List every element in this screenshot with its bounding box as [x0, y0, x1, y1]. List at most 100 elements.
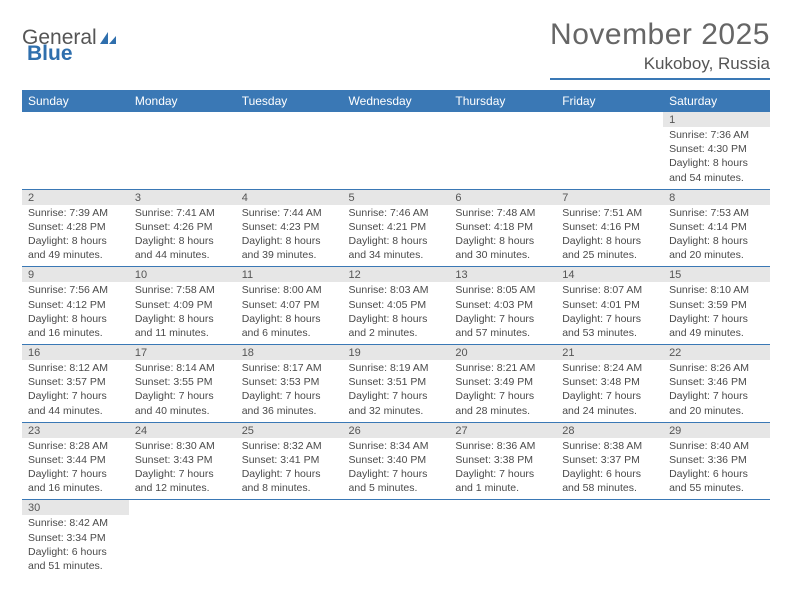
day-details: Sunrise: 8:17 AMSunset: 3:53 PMDaylight:… — [236, 360, 343, 422]
day-details: Sunrise: 8:42 AMSunset: 3:34 PMDaylight:… — [22, 515, 129, 577]
sunrise-text: Sunrise: 8:00 AM — [242, 283, 337, 297]
calendar-day-cell: 26Sunrise: 8:34 AMSunset: 3:40 PMDayligh… — [343, 422, 450, 500]
sunset-text: Sunset: 4:09 PM — [135, 298, 230, 312]
day-number: 1 — [663, 112, 770, 127]
daylight-text: Daylight: 7 hours and 49 minutes. — [669, 312, 764, 340]
day-details: Sunrise: 8:36 AMSunset: 3:38 PMDaylight:… — [449, 438, 556, 500]
sunset-text: Sunset: 4:16 PM — [562, 220, 657, 234]
day-number: 3 — [129, 190, 236, 205]
sunset-text: Sunset: 4:07 PM — [242, 298, 337, 312]
daylight-text: Daylight: 7 hours and 1 minute. — [455, 467, 550, 495]
calendar-day-cell: 14Sunrise: 8:07 AMSunset: 4:01 PMDayligh… — [556, 267, 663, 345]
calendar-day-cell: 12Sunrise: 8:03 AMSunset: 4:05 PMDayligh… — [343, 267, 450, 345]
calendar-day-cell: 25Sunrise: 8:32 AMSunset: 3:41 PMDayligh… — [236, 422, 343, 500]
sunrise-text: Sunrise: 7:56 AM — [28, 283, 123, 297]
day-details: Sunrise: 8:03 AMSunset: 4:05 PMDaylight:… — [343, 282, 450, 344]
daylight-text: Daylight: 6 hours and 55 minutes. — [669, 467, 764, 495]
weekday-header: Sunday — [22, 90, 129, 112]
sunset-text: Sunset: 4:18 PM — [455, 220, 550, 234]
daylight-text: Daylight: 8 hours and 54 minutes. — [669, 156, 764, 184]
calendar-day-cell: 28Sunrise: 8:38 AMSunset: 3:37 PMDayligh… — [556, 422, 663, 500]
logo-text-2: Blue — [27, 42, 73, 65]
day-number: 20 — [449, 345, 556, 360]
daylight-text: Daylight: 7 hours and 28 minutes. — [455, 389, 550, 417]
weekday-header: Tuesday — [236, 90, 343, 112]
day-number: 24 — [129, 423, 236, 438]
sunrise-text: Sunrise: 7:44 AM — [242, 206, 337, 220]
daylight-text: Daylight: 7 hours and 57 minutes. — [455, 312, 550, 340]
sunrise-text: Sunrise: 8:03 AM — [349, 283, 444, 297]
calendar-day-cell: 10Sunrise: 7:58 AMSunset: 4:09 PMDayligh… — [129, 267, 236, 345]
sunset-text: Sunset: 3:37 PM — [562, 453, 657, 467]
calendar-day-cell: 7Sunrise: 7:51 AMSunset: 4:16 PMDaylight… — [556, 189, 663, 267]
day-number: 13 — [449, 267, 556, 282]
calendar-day-cell: 13Sunrise: 8:05 AMSunset: 4:03 PMDayligh… — [449, 267, 556, 345]
day-number: 29 — [663, 423, 770, 438]
day-details: Sunrise: 8:07 AMSunset: 4:01 PMDaylight:… — [556, 282, 663, 344]
calendar-empty-cell — [556, 112, 663, 189]
daylight-text: Daylight: 8 hours and 16 minutes. — [28, 312, 123, 340]
daylight-text: Daylight: 8 hours and 6 minutes. — [242, 312, 337, 340]
daylight-text: Daylight: 8 hours and 49 minutes. — [28, 234, 123, 262]
daylight-text: Daylight: 7 hours and 20 minutes. — [669, 389, 764, 417]
day-details: Sunrise: 7:51 AMSunset: 4:16 PMDaylight:… — [556, 205, 663, 267]
day-number: 22 — [663, 345, 770, 360]
sunset-text: Sunset: 3:57 PM — [28, 375, 123, 389]
sunrise-text: Sunrise: 8:10 AM — [669, 283, 764, 297]
calendar-week-row: 30Sunrise: 8:42 AMSunset: 3:34 PMDayligh… — [22, 500, 770, 577]
calendar-header-row: SundayMondayTuesdayWednesdayThursdayFrid… — [22, 90, 770, 112]
calendar-day-cell: 3Sunrise: 7:41 AMSunset: 4:26 PMDaylight… — [129, 189, 236, 267]
sunset-text: Sunset: 3:53 PM — [242, 375, 337, 389]
sunrise-text: Sunrise: 7:53 AM — [669, 206, 764, 220]
day-number: 5 — [343, 190, 450, 205]
day-number: 28 — [556, 423, 663, 438]
title-block: November 2025 Kukoboy, Russia — [550, 18, 770, 80]
daylight-text: Daylight: 6 hours and 51 minutes. — [28, 545, 123, 573]
sunrise-text: Sunrise: 7:58 AM — [135, 283, 230, 297]
sunset-text: Sunset: 4:14 PM — [669, 220, 764, 234]
calendar-day-cell: 19Sunrise: 8:19 AMSunset: 3:51 PMDayligh… — [343, 345, 450, 423]
daylight-text: Daylight: 7 hours and 40 minutes. — [135, 389, 230, 417]
sunset-text: Sunset: 3:34 PM — [28, 531, 123, 545]
sunrise-text: Sunrise: 7:46 AM — [349, 206, 444, 220]
day-number: 7 — [556, 190, 663, 205]
daylight-text: Daylight: 7 hours and 5 minutes. — [349, 467, 444, 495]
sunset-text: Sunset: 3:41 PM — [242, 453, 337, 467]
day-details: Sunrise: 7:39 AMSunset: 4:28 PMDaylight:… — [22, 205, 129, 267]
calendar-day-cell: 2Sunrise: 7:39 AMSunset: 4:28 PMDaylight… — [22, 189, 129, 267]
location: Kukoboy, Russia — [550, 54, 770, 80]
daylight-text: Daylight: 8 hours and 30 minutes. — [455, 234, 550, 262]
sunrise-text: Sunrise: 8:28 AM — [28, 439, 123, 453]
sunset-text: Sunset: 4:01 PM — [562, 298, 657, 312]
sunset-text: Sunset: 3:59 PM — [669, 298, 764, 312]
calendar-empty-cell — [556, 500, 663, 577]
day-details: Sunrise: 8:00 AMSunset: 4:07 PMDaylight:… — [236, 282, 343, 344]
day-details: Sunrise: 7:44 AMSunset: 4:23 PMDaylight:… — [236, 205, 343, 267]
sunset-text: Sunset: 3:48 PM — [562, 375, 657, 389]
day-number: 8 — [663, 190, 770, 205]
sunset-text: Sunset: 3:46 PM — [669, 375, 764, 389]
sunrise-text: Sunrise: 8:38 AM — [562, 439, 657, 453]
sunrise-text: Sunrise: 7:48 AM — [455, 206, 550, 220]
day-details: Sunrise: 8:24 AMSunset: 3:48 PMDaylight:… — [556, 360, 663, 422]
day-details: Sunrise: 8:05 AMSunset: 4:03 PMDaylight:… — [449, 282, 556, 344]
day-number: 4 — [236, 190, 343, 205]
day-number: 25 — [236, 423, 343, 438]
sunset-text: Sunset: 3:36 PM — [669, 453, 764, 467]
calendar-week-row: 1Sunrise: 7:36 AMSunset: 4:30 PMDaylight… — [22, 112, 770, 189]
calendar-week-row: 23Sunrise: 8:28 AMSunset: 3:44 PMDayligh… — [22, 422, 770, 500]
daylight-text: Daylight: 8 hours and 34 minutes. — [349, 234, 444, 262]
sunset-text: Sunset: 4:05 PM — [349, 298, 444, 312]
daylight-text: Daylight: 7 hours and 36 minutes. — [242, 389, 337, 417]
sunrise-text: Sunrise: 8:05 AM — [455, 283, 550, 297]
calendar-day-cell: 29Sunrise: 8:40 AMSunset: 3:36 PMDayligh… — [663, 422, 770, 500]
weekday-header: Wednesday — [343, 90, 450, 112]
calendar-day-cell: 8Sunrise: 7:53 AMSunset: 4:14 PMDaylight… — [663, 189, 770, 267]
calendar-week-row: 16Sunrise: 8:12 AMSunset: 3:57 PMDayligh… — [22, 345, 770, 423]
daylight-text: Daylight: 8 hours and 44 minutes. — [135, 234, 230, 262]
logo-sail-icon — [97, 26, 117, 50]
calendar-empty-cell — [343, 112, 450, 189]
header: General November 2025 Kukoboy, Russia — [22, 18, 770, 80]
calendar-empty-cell — [449, 500, 556, 577]
day-number: 23 — [22, 423, 129, 438]
